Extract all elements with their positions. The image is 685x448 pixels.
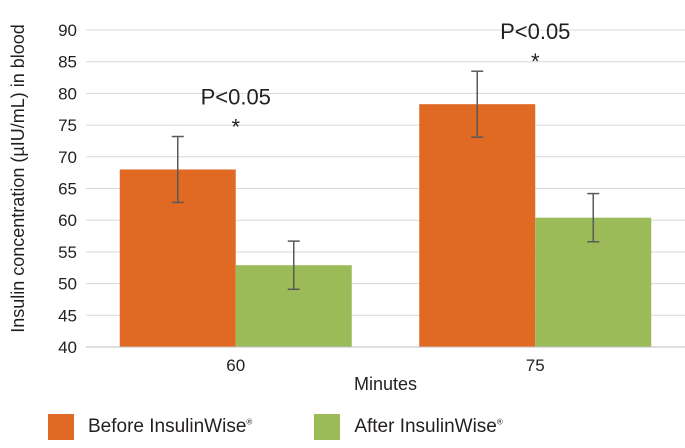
y-tick-label: 50: [58, 275, 77, 294]
bar-chart: 40 45 50 55 60 65 70 75 80 85 90 P<0.05 * P<0.05 * 60…: [8, 19, 685, 394]
registered-mark: ®: [246, 417, 253, 427]
legend-swatch-before: [48, 414, 74, 440]
y-tick-label: 90: [58, 21, 77, 40]
y-tick-label: 45: [58, 306, 77, 325]
legend-label-after: After InsulinWise: [354, 416, 497, 437]
legend-item-before: Before InsulinWise®: [48, 414, 252, 440]
y-axis-ticks: 40 45 50 55 60 65 70 75 80 85 90: [58, 21, 77, 357]
significance-label: P<0.05: [201, 85, 271, 110]
y-axis-title: Insulin concentration (µIU/mL) in blood: [8, 24, 28, 333]
y-tick-label: 60: [58, 211, 77, 230]
significance-marker: *: [531, 49, 540, 74]
x-axis-ticks: 60 75: [226, 356, 544, 375]
y-tick-label: 75: [58, 116, 77, 135]
significance-label: P<0.05: [500, 19, 570, 44]
legend: Before InsulinWise® After InsulinWise®: [48, 414, 565, 440]
annotations: P<0.05 * P<0.05 *: [201, 19, 571, 139]
bar: [419, 104, 536, 347]
y-tick-label: 85: [58, 53, 77, 72]
x-axis-title: Minutes: [354, 374, 417, 394]
x-tick-label: 60: [226, 356, 245, 375]
y-tick-label: 70: [58, 148, 77, 167]
error-bars: [171, 70, 600, 291]
bars: [119, 104, 652, 347]
legend-item-after: After InsulinWise®: [314, 414, 503, 440]
legend-label-before: Before InsulinWise: [88, 416, 247, 437]
significance-marker: *: [231, 115, 240, 140]
y-tick-label: 80: [58, 84, 77, 103]
x-tick-label: 75: [526, 356, 545, 375]
registered-mark: ®: [496, 417, 503, 427]
y-tick-label: 55: [58, 243, 77, 262]
legend-swatch-after: [314, 414, 341, 440]
y-tick-label: 65: [58, 180, 77, 199]
y-tick-label: 40: [58, 338, 77, 357]
